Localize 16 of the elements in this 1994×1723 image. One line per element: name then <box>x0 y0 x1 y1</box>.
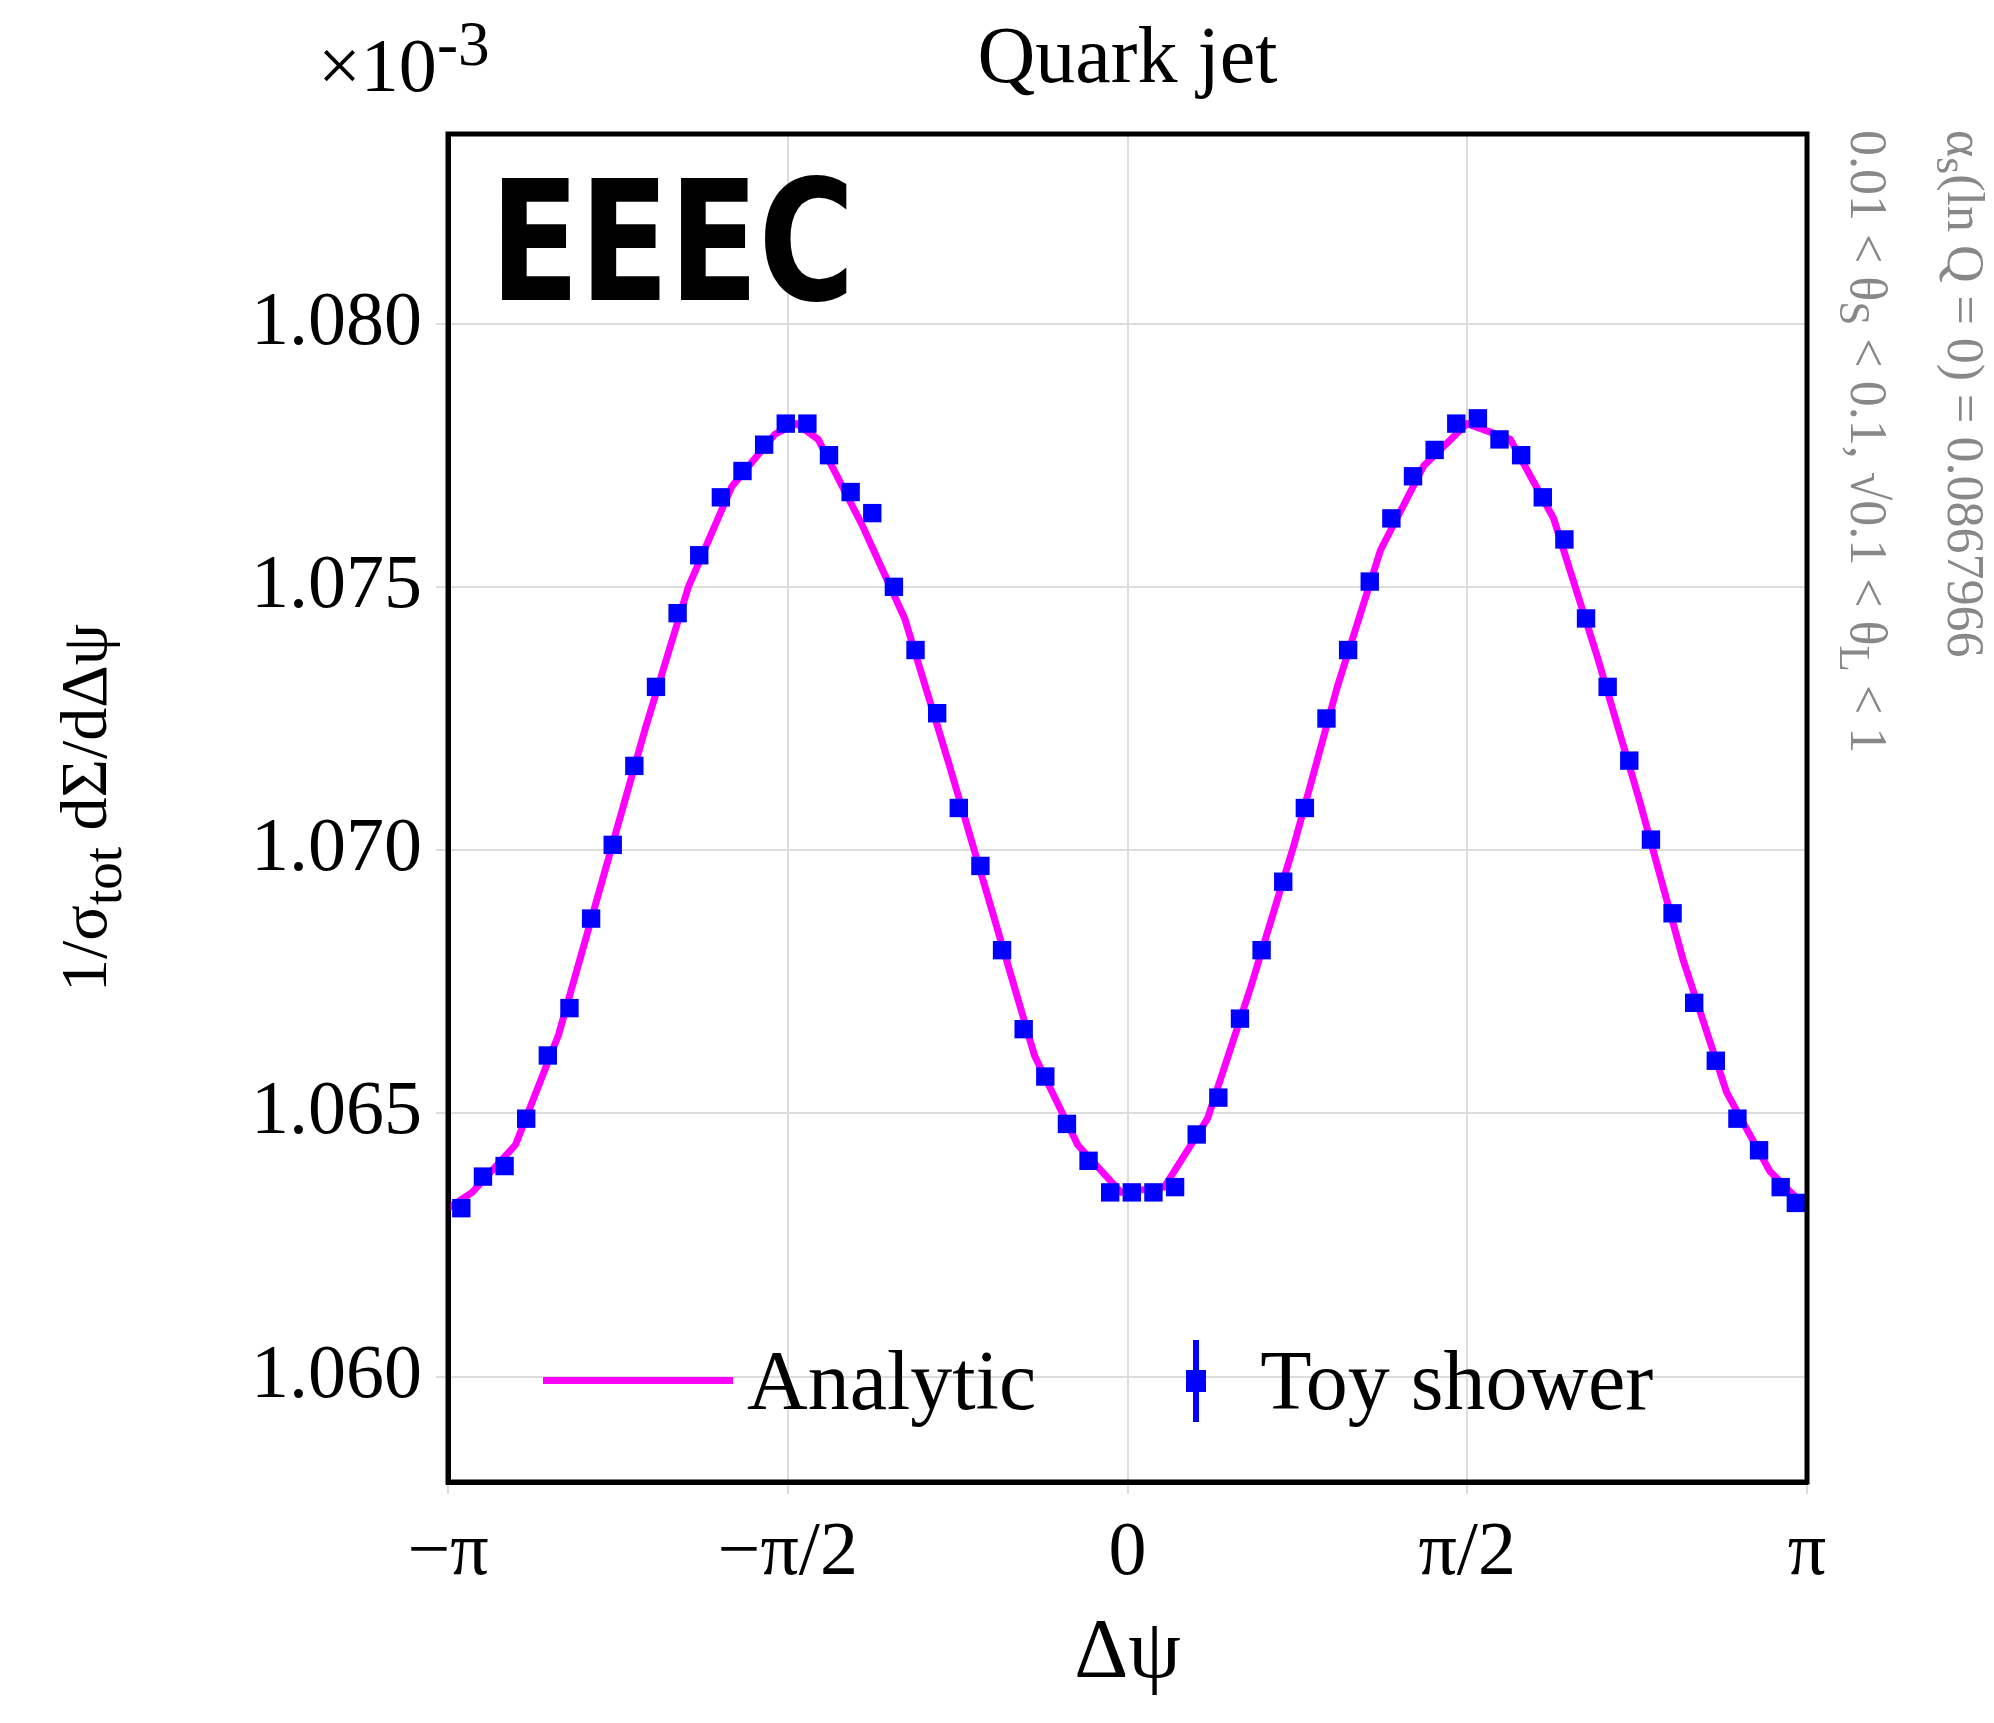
y-tick-label: 1.065 <box>251 1065 422 1150</box>
y-tick-label: 1.075 <box>251 538 422 623</box>
x-tick-label: −π/2 <box>717 1505 858 1590</box>
x-tick-label: π/2 <box>1418 1505 1516 1590</box>
y-tick-label: 1.080 <box>251 275 422 360</box>
y-tick-label: 1.060 <box>251 1328 422 1413</box>
x-axis-title: Δψ <box>1074 1601 1181 1697</box>
annotation: EEEC <box>490 144 855 340</box>
x-tick-label: −π <box>407 1505 489 1590</box>
x-tick-label: π <box>1787 1505 1827 1590</box>
chart-title: Quark jet <box>977 10 1278 101</box>
legend-label: Analytic <box>747 1333 1037 1429</box>
text: ×10$^{-3}$ <box>318 8 490 110</box>
y-tick-label: 1.070 <box>251 802 422 887</box>
x-tick-label: 0 <box>1108 1505 1147 1590</box>
legend-label: Toy shower <box>1260 1333 1654 1429</box>
